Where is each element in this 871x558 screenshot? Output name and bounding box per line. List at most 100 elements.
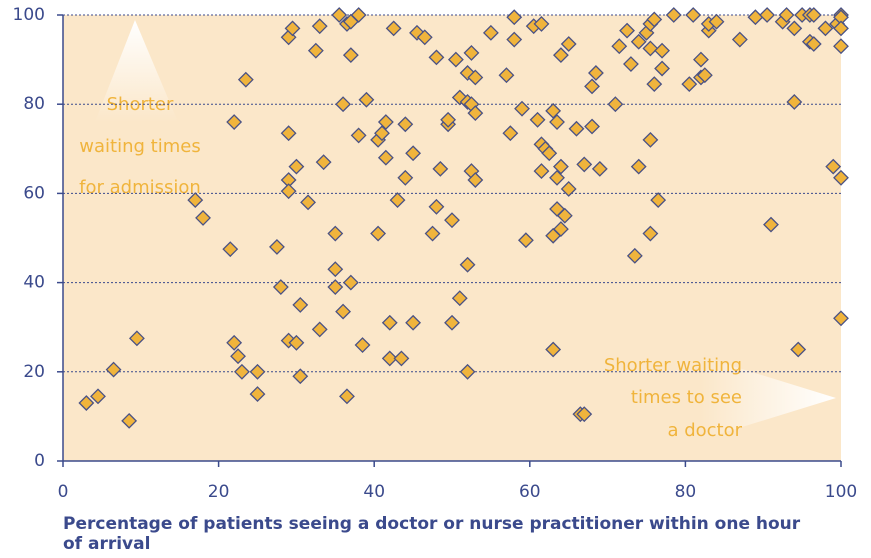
point <box>105 361 122 378</box>
point <box>381 350 398 367</box>
point <box>553 158 569 175</box>
point <box>482 24 499 41</box>
y-tick-label: 20 <box>23 362 45 382</box>
point <box>553 47 569 64</box>
point <box>128 330 145 347</box>
point <box>335 303 351 320</box>
annotation: a doctor <box>667 420 742 441</box>
point <box>327 279 344 295</box>
point <box>311 321 328 338</box>
point <box>237 71 254 88</box>
point <box>428 198 445 215</box>
point <box>459 256 476 273</box>
point <box>397 169 414 186</box>
point <box>665 7 682 23</box>
point <box>576 156 593 173</box>
point <box>121 412 138 429</box>
point <box>292 368 309 385</box>
point <box>506 9 523 26</box>
point <box>432 160 449 177</box>
point <box>817 20 834 37</box>
x-axis-label: Percentage of patients seeing a doctor o… <box>63 514 801 534</box>
point <box>786 20 803 37</box>
point <box>467 69 484 86</box>
point <box>630 158 647 175</box>
point <box>778 7 795 23</box>
point <box>553 221 569 237</box>
point <box>696 67 713 84</box>
point <box>642 225 659 242</box>
point <box>833 169 849 186</box>
point <box>331 7 348 23</box>
point <box>642 131 659 148</box>
point <box>226 114 243 130</box>
point <box>311 18 328 35</box>
point <box>549 114 565 130</box>
point <box>377 149 394 166</box>
point <box>591 160 608 177</box>
point <box>284 20 301 37</box>
point <box>517 232 534 249</box>
point <box>269 239 285 255</box>
point <box>805 36 822 52</box>
point <box>342 47 359 64</box>
point <box>358 91 375 108</box>
point <box>424 225 441 242</box>
point <box>529 111 546 128</box>
point <box>381 314 398 331</box>
point <box>545 341 562 358</box>
x-tick-label: 100 <box>825 482 857 502</box>
point <box>607 96 624 113</box>
point <box>654 60 670 77</box>
point <box>626 247 643 264</box>
point <box>339 388 355 405</box>
point <box>272 279 289 295</box>
annotation: waiting times <box>79 136 200 157</box>
point <box>549 169 565 186</box>
point <box>300 194 316 211</box>
point <box>78 395 95 411</box>
point <box>292 296 309 313</box>
point <box>833 310 849 327</box>
point <box>416 29 433 46</box>
arrow-right <box>700 356 836 440</box>
y-tick-label: 80 <box>23 94 45 114</box>
y-tick-label: 100 <box>13 5 45 25</box>
x-tick-label: 80 <box>675 482 697 502</box>
point <box>307 42 324 59</box>
point <box>619 22 635 39</box>
point <box>315 154 332 171</box>
point <box>506 31 523 48</box>
point <box>335 96 351 113</box>
point <box>222 241 239 258</box>
y-tick-label: 0 <box>34 451 45 471</box>
point <box>342 274 359 291</box>
point <box>234 363 250 380</box>
x-axis-label: of arrival <box>63 534 150 554</box>
point <box>405 314 422 331</box>
point <box>467 105 484 122</box>
point <box>708 13 725 30</box>
point <box>685 7 702 23</box>
point <box>833 20 849 37</box>
point <box>498 67 515 84</box>
point <box>195 210 211 226</box>
point <box>759 7 776 23</box>
point <box>393 350 410 367</box>
point <box>459 363 476 380</box>
point <box>611 38 628 55</box>
point <box>354 337 371 353</box>
point <box>350 7 367 23</box>
point <box>444 212 460 229</box>
point <box>693 51 709 68</box>
point <box>584 78 600 95</box>
point <box>467 172 484 188</box>
point <box>249 386 266 403</box>
annotation: for admission <box>79 177 201 198</box>
point <box>568 120 585 137</box>
point <box>374 125 390 142</box>
point <box>397 116 414 133</box>
point <box>230 348 246 365</box>
point <box>447 51 464 68</box>
